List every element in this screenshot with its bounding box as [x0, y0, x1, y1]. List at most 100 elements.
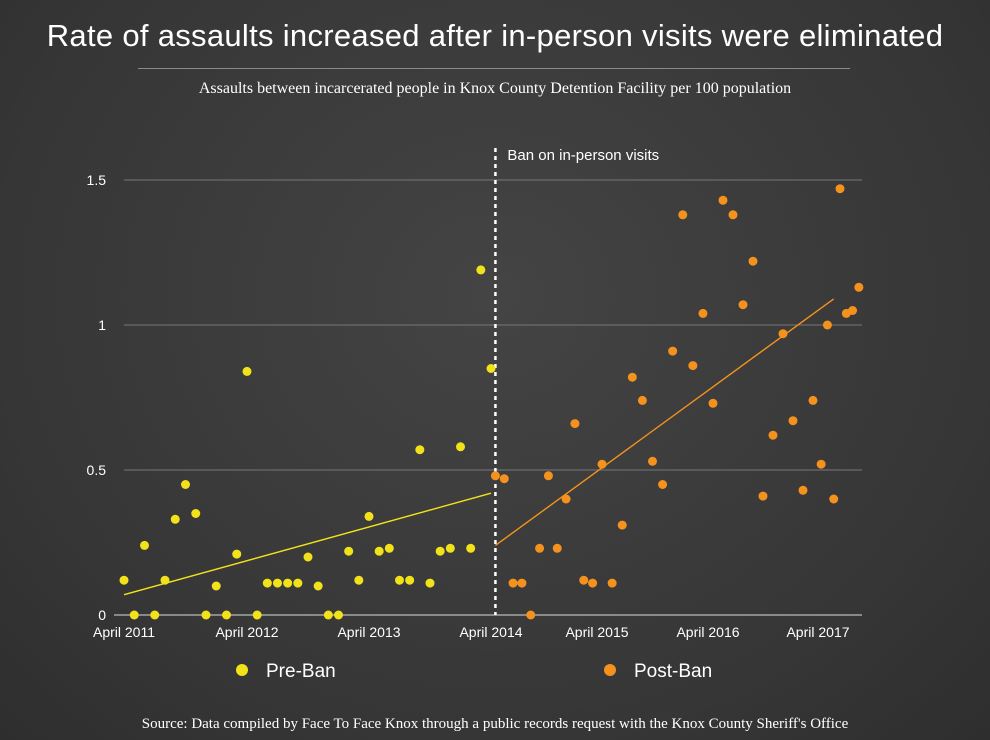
- data-point: [552, 543, 562, 553]
- data-point: [293, 578, 303, 588]
- data-point: [119, 575, 129, 585]
- data-point: [508, 578, 518, 588]
- data-point: [242, 366, 252, 376]
- data-point: [374, 546, 384, 556]
- data-point: [303, 552, 313, 562]
- data-point: [415, 445, 425, 455]
- data-point: [758, 491, 768, 501]
- data-point: [708, 398, 718, 408]
- data-point: [466, 543, 476, 553]
- data-point: [816, 459, 826, 469]
- y-tick-label: 0.5: [87, 462, 107, 478]
- data-point: [718, 195, 728, 205]
- data-point: [808, 395, 818, 405]
- ban-annotation-label: Ban on in-person visits: [507, 147, 659, 164]
- legend-label: Post-Ban: [634, 661, 712, 682]
- data-point: [854, 282, 864, 292]
- data-point: [170, 514, 180, 524]
- data-point: [688, 361, 698, 371]
- y-tick-label: 1: [98, 317, 106, 333]
- data-point: [486, 364, 496, 373]
- data-point: [476, 265, 486, 275]
- data-point: [788, 416, 798, 426]
- legend-label: Pre-Ban: [266, 661, 336, 682]
- data-point: [637, 395, 647, 405]
- data-point: [535, 543, 545, 553]
- data-point: [201, 610, 211, 620]
- data-point: [405, 575, 415, 585]
- data-point: [678, 210, 688, 220]
- data-point: [728, 210, 738, 220]
- x-tick-label: April 2016: [676, 624, 739, 640]
- data-point: [129, 610, 139, 620]
- legend-marker: [604, 664, 616, 676]
- title-divider: [138, 68, 850, 69]
- data-point: [798, 485, 808, 495]
- data-point: [425, 578, 435, 588]
- data-point: [768, 430, 778, 440]
- data-point: [748, 256, 758, 266]
- data-point: [435, 546, 445, 556]
- source-note: Source: Data compiled by Face To Face Kn…: [141, 716, 849, 732]
- x-tick-label: April 2011: [93, 624, 155, 640]
- trendlines: [123, 298, 835, 596]
- data-point: [543, 471, 553, 481]
- data-point: [579, 575, 589, 585]
- x-tick-label: April 2014: [459, 624, 522, 640]
- data-point: [835, 184, 845, 194]
- data-point: [668, 346, 678, 356]
- data-point: [588, 578, 598, 588]
- legend-marker: [236, 664, 248, 676]
- data-point: [252, 610, 262, 620]
- data-point: [150, 610, 160, 620]
- data-point: [607, 578, 617, 588]
- x-axis-ticks: April 2011 April 2012 April 2013 April 2014…: [93, 624, 850, 640]
- data-point: [517, 578, 527, 588]
- data-point: [211, 581, 221, 591]
- data-point: [384, 543, 394, 553]
- data-point: [160, 575, 170, 585]
- data-point: [597, 459, 607, 469]
- data-point: [323, 610, 333, 620]
- data-point: [313, 581, 323, 591]
- data-point: [354, 575, 364, 585]
- legend: Pre-Ban Post-Ban: [236, 661, 712, 682]
- data-point: [445, 543, 455, 553]
- data-point: [499, 474, 509, 484]
- data-point: [490, 471, 500, 481]
- trendline: [495, 298, 835, 546]
- trendline: [123, 492, 492, 596]
- chart-title: Rate of assaults increased after in-pers…: [46, 18, 944, 53]
- data-point: [617, 520, 627, 530]
- data-point: [822, 320, 832, 330]
- x-tick-label: April 2012: [215, 624, 278, 640]
- data-point: [334, 610, 343, 620]
- grid-lines: [114, 179, 862, 616]
- y-tick-label: 1.5: [87, 172, 107, 188]
- data-point: [627, 372, 637, 382]
- data-point: [283, 578, 293, 588]
- data-point: [273, 578, 282, 588]
- data-point: [738, 300, 748, 310]
- data-point: [140, 540, 149, 550]
- data-point: [698, 308, 708, 318]
- data-point: [222, 610, 231, 620]
- data-point: [395, 575, 404, 585]
- data-point: [181, 480, 190, 489]
- y-tick-label: 0: [98, 607, 106, 623]
- data-point: [364, 511, 374, 521]
- data-point: [848, 306, 858, 315]
- data-point: [456, 442, 465, 452]
- x-tick-label: April 2013: [337, 624, 400, 640]
- x-tick-label: April 2017: [786, 624, 849, 640]
- y-axis-ticks: 0 0.5 1 1.5: [87, 172, 107, 623]
- data-point: [561, 494, 571, 504]
- data-point: [658, 480, 668, 489]
- data-point: [344, 546, 354, 556]
- data-point: [648, 456, 657, 466]
- data-points: [119, 184, 864, 620]
- data-point: [570, 419, 580, 429]
- data-point: [191, 509, 201, 518]
- data-point: [262, 578, 272, 588]
